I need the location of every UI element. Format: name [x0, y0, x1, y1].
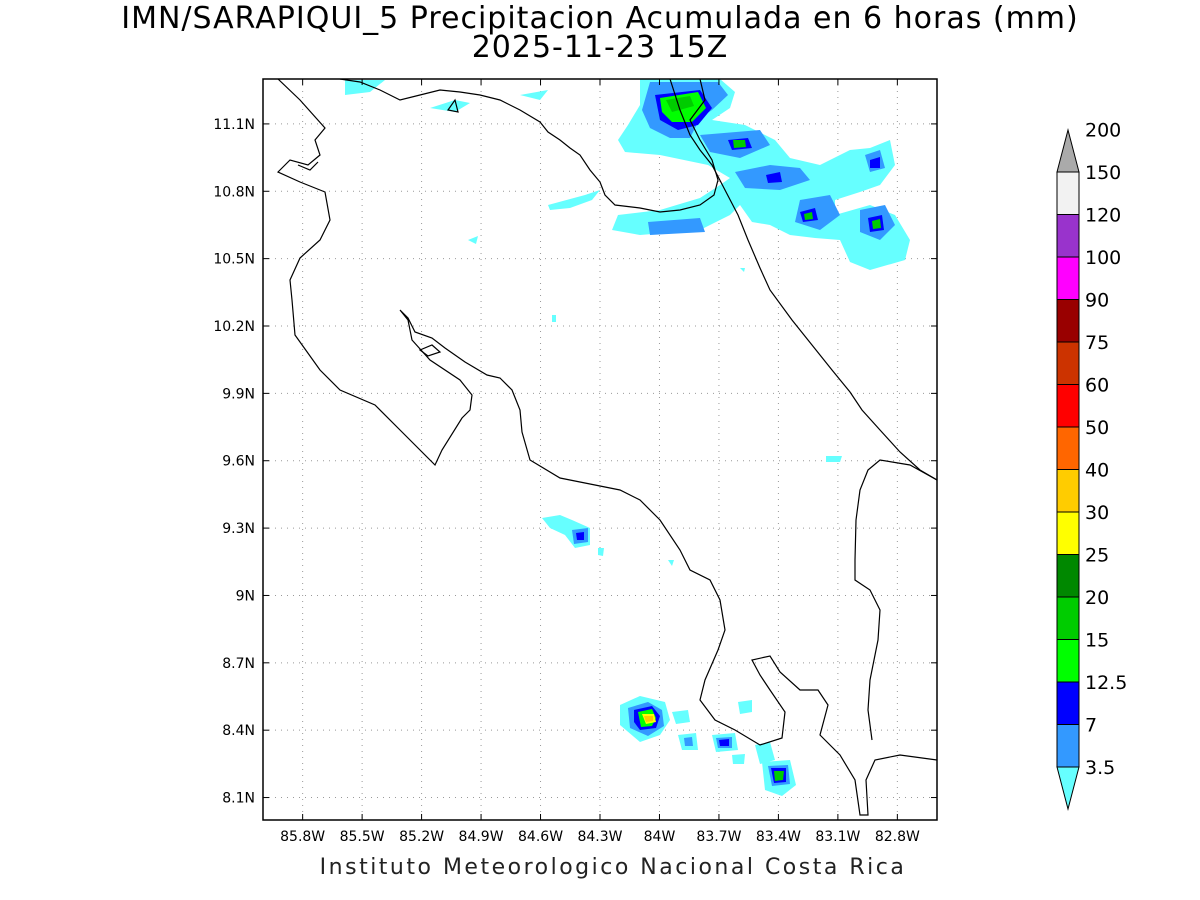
- x-tick-label: 84W: [644, 829, 676, 845]
- y-tick-label: 10.5N: [213, 252, 255, 268]
- y-tick-label: 9.9N: [222, 386, 255, 402]
- colorbar-label: 25: [1085, 545, 1109, 567]
- colorbar-swatch: [1056, 469, 1080, 513]
- x-tick-label: 85.5W: [340, 829, 385, 845]
- colorbar-swatch: [1056, 171, 1080, 215]
- colorbar-label: 20: [1085, 587, 1109, 609]
- colorbar-label: 150: [1085, 162, 1121, 184]
- caribbean-coastline: [339, 79, 719, 213]
- colorbar-label: 30: [1085, 502, 1109, 524]
- nicaragua-border: [669, 79, 937, 481]
- panama-border: [854, 459, 937, 741]
- x-tick-label: 82.8W: [875, 829, 920, 845]
- y-tick-label: 9N: [236, 588, 255, 604]
- y-tick-label: 9.6N: [222, 454, 255, 470]
- colorbar-swatch: [1056, 128, 1080, 173]
- x-axis: 85.8W 85.5W 85.2W 84.9W 84.6W 84.3W 84W 83.7W 83…: [280, 79, 920, 845]
- x-tick-label: 84.9W: [459, 829, 504, 845]
- colorbar-label: 7: [1085, 715, 1097, 737]
- x-tick-label: 83.4W: [756, 829, 801, 845]
- y-tick-label: 8.4N: [222, 723, 255, 739]
- colorbar-label: 120: [1085, 205, 1121, 227]
- y-tick-label: 8.1N: [222, 791, 255, 807]
- colorbar-swatch: [1056, 766, 1080, 811]
- precip-cell-south: [620, 696, 796, 796]
- colorbar-swatch: [1056, 384, 1080, 428]
- colorbar-swatch: [1056, 426, 1080, 470]
- pacific-coastline: [276, 79, 937, 816]
- colorbar-label: 40: [1085, 460, 1109, 482]
- precip-cell-central: [542, 315, 842, 566]
- colorbar-label: 60: [1085, 375, 1109, 397]
- colorbar-swatch: [1056, 724, 1080, 768]
- y-tick-label: 8.7N: [222, 656, 255, 672]
- colorbar-label: 12.5: [1085, 672, 1127, 694]
- colorbar-swatch: [1056, 511, 1080, 555]
- colorbar-swatch: [1056, 681, 1080, 725]
- x-tick-label: 84.3W: [577, 829, 622, 845]
- colorbar-label: 50: [1085, 417, 1109, 439]
- y-tick-label: 10.2N: [213, 319, 255, 335]
- nicoya-gulf: [418, 344, 442, 357]
- colorbar-label: 3.5: [1085, 757, 1115, 779]
- colorbar-label: 90: [1085, 290, 1109, 312]
- lake-nicaragua-edge: [446, 98, 459, 113]
- colorbar-label: 100: [1085, 247, 1121, 269]
- y-tick-label: 10.8N: [213, 184, 255, 200]
- map-grid: [263, 79, 937, 820]
- precip-fields: [345, 79, 910, 796]
- colorbar-label: 15: [1085, 630, 1109, 652]
- colorbar-swatch: [1056, 596, 1080, 640]
- x-tick-label: 83.7W: [696, 829, 741, 845]
- x-tick-label: 85.2W: [399, 829, 444, 845]
- coastlines: [276, 79, 937, 816]
- map-subtitle-date: 2025-11-23 15Z: [471, 30, 729, 65]
- footer-credit: Instituto Meteorologico Nacional Costa R…: [319, 855, 907, 880]
- x-tick-label: 84.6W: [518, 829, 563, 845]
- colorbar-legend: 3.5 7 12.5 15 20 25 30 40 50 60 75 90 100 120 150 200: [1056, 120, 1127, 811]
- x-tick-label: 85.8W: [280, 829, 325, 845]
- map-plot-area: [276, 79, 937, 816]
- bay-inner: [297, 161, 319, 171]
- map-title: IMN/SARAPIQUI_5 Precipitacion Acumulada …: [121, 1, 1079, 36]
- colorbar-swatch: [1056, 341, 1080, 385]
- precip-cell-north: [345, 79, 910, 272]
- colorbar-swatch: [1056, 554, 1080, 598]
- y-tick-label: 11.1N: [213, 117, 255, 133]
- y-axis: 11.1N 10.8N 10.5N 10.2N 9.9N 9.6N 9.3N 9N 8.7N 8.…: [213, 117, 937, 807]
- y-tick-label: 9.3N: [222, 521, 255, 537]
- colorbar-swatch: [1056, 299, 1080, 343]
- x-tick-label: 83.1W: [815, 829, 860, 845]
- colorbar-label: 200: [1085, 120, 1121, 142]
- colorbar-swatch: [1056, 214, 1080, 258]
- colorbar-swatch: [1056, 639, 1080, 683]
- colorbar-label: 75: [1085, 332, 1109, 354]
- colorbar-swatch: [1056, 256, 1080, 300]
